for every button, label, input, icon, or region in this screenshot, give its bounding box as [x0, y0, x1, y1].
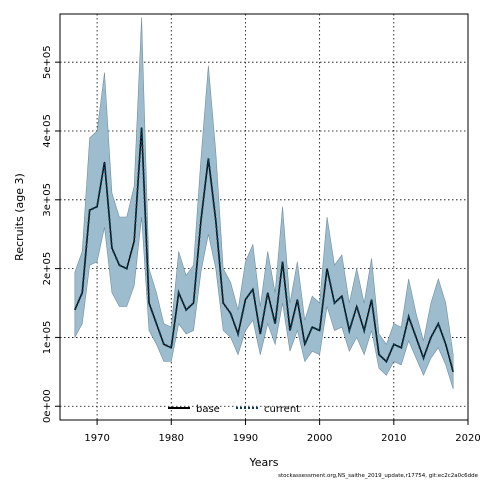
y-tick-label: 3e+05	[42, 183, 53, 217]
x-tick-label: 1970	[84, 433, 109, 444]
x-tick-label: 1990	[233, 433, 258, 444]
y-tick-label: 5e+05	[42, 45, 53, 79]
legend: base current	[168, 404, 300, 415]
y-tick-label: 4e+05	[42, 114, 53, 148]
legend-current-label: current	[264, 404, 300, 415]
legend-base-label: base	[196, 404, 220, 415]
current-series-line	[73, 127, 455, 373]
series-lines	[73, 127, 455, 373]
x-tick-label: 2010	[381, 433, 406, 444]
y-axis-title: Recruits (age 3)	[13, 173, 26, 261]
plot-frame	[59, 13, 469, 421]
y-tick-label: 1e+05	[42, 321, 53, 355]
x-axis-title: Years	[248, 456, 278, 469]
x-axis: 1970 1980 1990 2000 2010 2020	[84, 420, 480, 444]
footer-source: stockassessment.org,NS_saithe_2019_updat…	[278, 473, 478, 479]
y-axis: 0e+00 1e+05 2e+05 3e+05 4e+05 5e+05	[42, 45, 60, 423]
confidence-band-area	[74, 17, 454, 390]
x-tick-label: 1980	[159, 433, 184, 444]
confidence-band	[74, 17, 454, 390]
y-tick-label: 0e+00	[42, 389, 53, 423]
y-tick-label: 2e+05	[42, 252, 53, 286]
x-tick-label: 2020	[455, 433, 480, 444]
x-tick-label: 2000	[307, 433, 332, 444]
